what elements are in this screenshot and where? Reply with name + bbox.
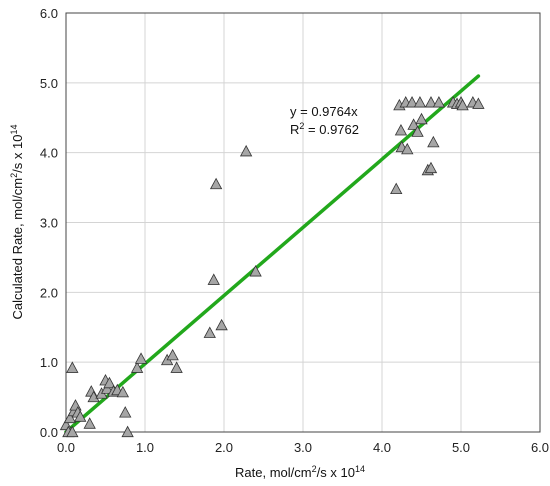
data-point-marker — [69, 399, 82, 411]
data-point-marker — [432, 96, 446, 108]
data-point-marker — [472, 97, 485, 109]
y-tick-label: 5.0 — [40, 76, 58, 91]
x-tick-label: 1.0 — [136, 440, 154, 455]
data-point-marker — [239, 144, 253, 157]
y-tick-label: 3.0 — [40, 216, 58, 231]
data-point-marker — [87, 390, 100, 403]
r-squared-annotation: R2 = 0.9762 — [290, 121, 359, 137]
data-point-marker — [130, 361, 144, 373]
data-point-marker — [121, 425, 134, 438]
data-point-marker — [100, 382, 114, 394]
x-tick-label: 6.0 — [531, 440, 549, 455]
data-point-marker — [74, 410, 87, 422]
data-point-marker — [411, 125, 424, 137]
data-point-marker — [405, 96, 419, 108]
x-tick-label: 3.0 — [294, 440, 312, 455]
data-points — [59, 96, 485, 438]
y-tick-label: 1.0 — [40, 355, 58, 370]
data-point-marker — [456, 98, 469, 111]
data-point-marker — [66, 425, 79, 438]
tick-labels: 0.0 1.0 2.0 3.0 4.0 5.0 6.0 0.0 1.0 2.0 3.0 4.0 5.0 6… — [40, 6, 549, 455]
data-point-marker — [103, 376, 116, 389]
y-axis-label: Calculated Rate, mol/cm2/s x 1014 — [9, 125, 25, 320]
data-point-marker — [116, 385, 130, 398]
data-point-marker — [394, 123, 408, 136]
plot-area-frame — [65, 12, 541, 433]
x-tick-label: 4.0 — [373, 440, 391, 455]
y-tick-label: 0.0 — [40, 425, 58, 440]
data-point-marker — [166, 348, 179, 361]
data-point-marker — [134, 352, 148, 364]
y-tick-label: 4.0 — [40, 146, 58, 161]
data-point-marker — [249, 265, 262, 277]
data-point-marker — [66, 361, 79, 373]
x-tick-label: 2.0 — [215, 440, 233, 455]
data-point-marker — [209, 177, 223, 190]
y-tick-label: 2.0 — [40, 285, 58, 300]
data-point-marker — [215, 318, 228, 331]
data-point-marker — [401, 142, 414, 155]
data-point-marker — [203, 326, 216, 338]
data-point-marker — [83, 417, 96, 429]
data-point-marker — [407, 118, 420, 130]
data-point-marker — [427, 135, 440, 148]
data-point-marker — [170, 361, 183, 373]
data-point-marker — [424, 96, 438, 108]
data-point-marker — [415, 112, 428, 125]
y-tick-label: 6.0 — [40, 6, 58, 21]
data-point-marker — [119, 406, 132, 418]
equation-annotation: y = 0.9764x — [290, 104, 358, 119]
data-point-marker — [63, 411, 77, 424]
x-axis-label: Rate, mol/cm2/s x 1014 — [235, 464, 365, 480]
data-point-marker — [390, 182, 403, 195]
data-point-marker — [424, 161, 438, 174]
x-tick-label: 0.0 — [57, 440, 75, 455]
x-tick-label: 5.0 — [452, 440, 470, 455]
data-point-marker — [413, 96, 427, 108]
data-point-marker — [207, 273, 220, 285]
